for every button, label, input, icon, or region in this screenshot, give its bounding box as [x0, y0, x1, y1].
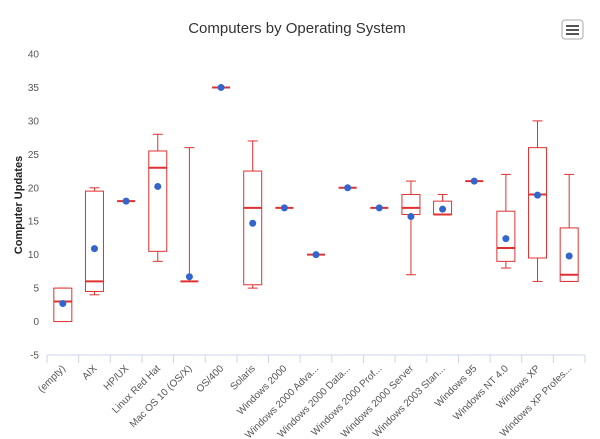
- box-2[interactable]: [117, 197, 136, 205]
- x-tick-label: HP/UX: [102, 363, 132, 393]
- box-10[interactable]: [370, 204, 389, 212]
- plot-area: [53, 83, 579, 323]
- mean-point[interactable]: [59, 299, 67, 307]
- box-14[interactable]: [496, 173, 516, 269]
- box-iqr: [148, 150, 168, 252]
- x-tick-label: Windows NT 4.0: [451, 363, 511, 423]
- y-axis: -5 0 5 10 15 20 25 30 35 40: [28, 50, 40, 362]
- mean-point[interactable]: [344, 184, 352, 192]
- x-tick-label: AIX: [80, 363, 99, 382]
- box-0[interactable]: [53, 287, 73, 323]
- mean-point[interactable]: [470, 177, 478, 185]
- box-iqr: [243, 170, 263, 286]
- mean-point[interactable]: [534, 191, 542, 199]
- y-tick-label: 5: [33, 284, 39, 295]
- hamburger-menu-icon: [566, 25, 579, 35]
- mean-point[interactable]: [90, 245, 98, 253]
- y-tick-label: 15: [28, 217, 40, 228]
- box-8[interactable]: [307, 251, 325, 259]
- y-tick-label: -5: [30, 351, 39, 362]
- y-tick-label: 30: [28, 116, 40, 127]
- mean-point[interactable]: [280, 204, 288, 212]
- box-1[interactable]: [84, 187, 104, 296]
- x-tick-label: Mac OS 10 (OS/X): [128, 363, 195, 430]
- x-tick-label: (empty): [36, 363, 68, 395]
- box-7[interactable]: [275, 204, 294, 212]
- box-9[interactable]: [338, 184, 357, 192]
- box-13[interactable]: [465, 177, 484, 185]
- mean-point[interactable]: [312, 251, 320, 259]
- y-tick-label: 0: [33, 317, 39, 328]
- menu-button[interactable]: [561, 19, 584, 40]
- box-6[interactable]: [243, 140, 263, 289]
- mean-point[interactable]: [122, 197, 130, 205]
- box-iqr: [401, 193, 421, 216]
- mean-point[interactable]: [375, 204, 383, 212]
- mean-point[interactable]: [249, 219, 257, 227]
- x-tick-label: Solaris: [228, 363, 257, 392]
- box-15[interactable]: [528, 120, 548, 282]
- y-axis-title: Computer Updates: [13, 156, 25, 254]
- box-12[interactable]: [433, 193, 453, 216]
- box-4[interactable]: [180, 147, 199, 283]
- y-tick-label: 20: [28, 183, 40, 194]
- box-3[interactable]: [148, 133, 168, 262]
- mean-point[interactable]: [565, 252, 573, 260]
- box-5[interactable]: [212, 83, 231, 91]
- box-iqr: [528, 147, 548, 259]
- y-tick-label: 25: [28, 150, 40, 161]
- mean-point[interactable]: [217, 83, 225, 91]
- chart-title: Computers by Operating System: [188, 20, 406, 37]
- box-11[interactable]: [401, 180, 421, 276]
- mean-point[interactable]: [439, 205, 447, 213]
- mean-point[interactable]: [407, 213, 415, 221]
- mean-point[interactable]: [154, 182, 162, 190]
- y-tick-label: 40: [28, 50, 40, 61]
- box-iqr: [84, 190, 104, 292]
- mean-point[interactable]: [502, 235, 510, 243]
- box-16[interactable]: [559, 173, 579, 282]
- mean-point[interactable]: [185, 273, 193, 281]
- x-tick-label: OS/400: [194, 363, 226, 395]
- y-tick-label: 10: [28, 250, 40, 261]
- y-tick-label: 35: [28, 83, 40, 94]
